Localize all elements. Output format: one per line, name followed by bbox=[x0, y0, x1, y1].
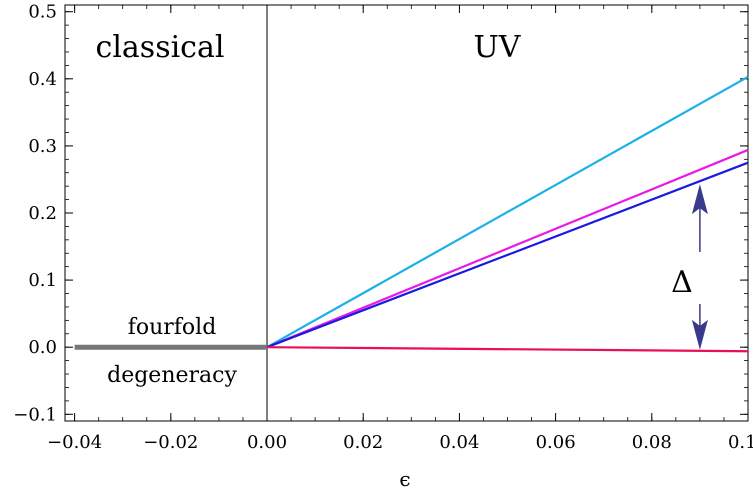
series-lines bbox=[74, 75, 749, 353]
x-tick-label: 0.00 bbox=[247, 432, 287, 453]
degeneracy-label-line1: fourfold bbox=[128, 315, 217, 340]
y-tick-label: 0.5 bbox=[28, 2, 57, 23]
x-tick-label: −0.02 bbox=[143, 432, 198, 453]
series-line bbox=[266, 161, 749, 349]
x-tick-label: 0.04 bbox=[439, 432, 479, 453]
x-tick-label: 0.10 bbox=[728, 432, 753, 453]
tick-labels: −0.04 −0.02 0.00 0.02 0.04 0.06 0.08 0.10 −0.1 0.… bbox=[13, 2, 753, 453]
x-tick-label: 0.08 bbox=[632, 432, 672, 453]
y-tick-label: 0.4 bbox=[28, 69, 57, 90]
degeneracy-label-line2: degeneracy bbox=[107, 363, 237, 388]
series-line bbox=[266, 148, 749, 349]
x-axis-label: ϵ bbox=[399, 467, 410, 491]
gap-label: Δ bbox=[671, 265, 693, 300]
y-tick-label: 0.2 bbox=[28, 203, 57, 224]
y-tick-label: 0.3 bbox=[28, 136, 57, 157]
series-line bbox=[267, 346, 749, 353]
region-label-left: classical bbox=[96, 30, 225, 65]
gap-arrow-down-head bbox=[691, 319, 708, 350]
gap-arrow-up-head bbox=[691, 184, 708, 215]
plot-frame bbox=[64, 4, 749, 422]
region-label-right: UV bbox=[474, 30, 522, 65]
x-tick-label: 0.06 bbox=[536, 432, 576, 453]
x-tick-label: −0.04 bbox=[47, 432, 102, 453]
y-tick-label: −0.1 bbox=[13, 404, 57, 425]
series-line bbox=[266, 75, 749, 349]
ticks bbox=[65, 5, 749, 421]
y-tick-label: 0.1 bbox=[28, 270, 57, 291]
y-tick-label: 0.0 bbox=[28, 337, 57, 358]
x-tick-label: 0.02 bbox=[343, 432, 383, 453]
gap-arrows bbox=[691, 184, 708, 350]
